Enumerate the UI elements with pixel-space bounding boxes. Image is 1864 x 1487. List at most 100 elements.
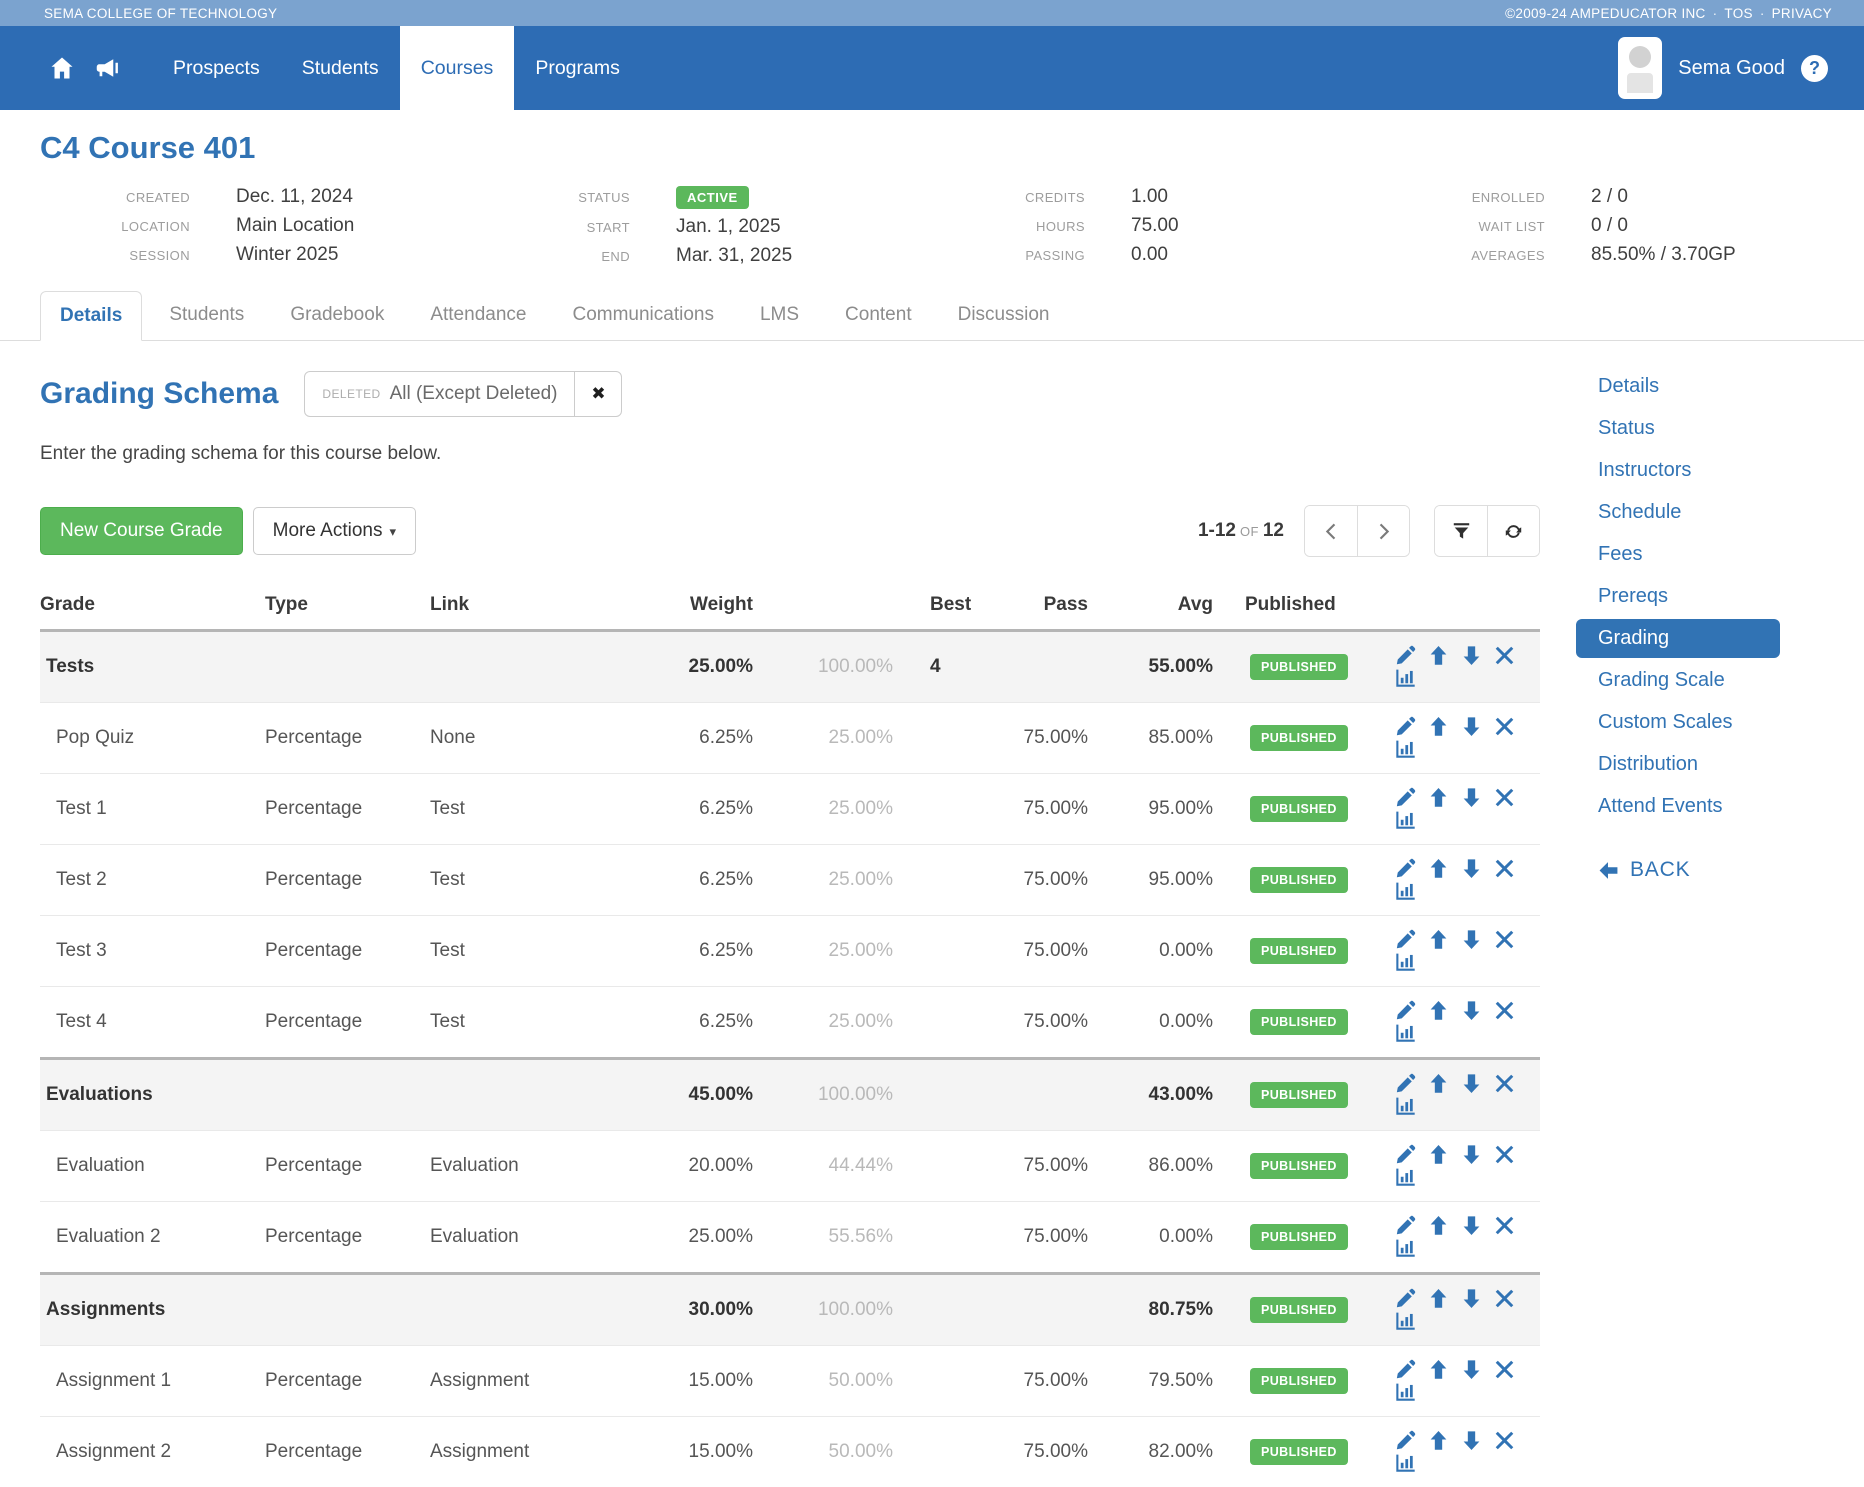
sidebar-item-prereqs[interactable]: Prereqs — [1576, 577, 1844, 616]
delete-icon[interactable] — [1494, 1144, 1515, 1165]
sidebar-item-grading-scale[interactable]: Grading Scale — [1576, 661, 1844, 700]
edit-icon[interactable] — [1395, 858, 1416, 879]
new-course-grade-button[interactable]: New Course Grade — [40, 507, 243, 555]
edit-icon[interactable] — [1395, 1073, 1416, 1094]
move-up-icon[interactable] — [1428, 1215, 1449, 1236]
move-up-icon[interactable] — [1428, 1430, 1449, 1451]
move-down-icon[interactable] — [1461, 1430, 1482, 1451]
move-up-icon[interactable] — [1428, 716, 1449, 737]
user-name[interactable]: Sema Good — [1678, 57, 1785, 80]
tab-details[interactable]: Details — [40, 291, 142, 341]
nav-item-prospects[interactable]: Prospects — [152, 26, 281, 110]
move-down-icon[interactable] — [1461, 787, 1482, 808]
delete-icon[interactable] — [1494, 1073, 1515, 1094]
stats-icon[interactable] — [1395, 1237, 1416, 1258]
topbar-link-privacy[interactable]: PRIVACY — [1772, 6, 1832, 21]
announcements-icon[interactable] — [96, 26, 120, 110]
edit-icon[interactable] — [1395, 1288, 1416, 1309]
nav-item-courses[interactable]: Courses — [400, 26, 515, 110]
published-badge[interactable]: PUBLISHED — [1250, 938, 1348, 964]
delete-icon[interactable] — [1494, 858, 1515, 879]
published-badge[interactable]: PUBLISHED — [1250, 1439, 1348, 1465]
stats-icon[interactable] — [1395, 880, 1416, 901]
sidebar-item-custom-scales[interactable]: Custom Scales — [1576, 703, 1844, 742]
published-badge[interactable]: PUBLISHED — [1250, 867, 1348, 893]
stats-icon[interactable] — [1395, 1381, 1416, 1402]
move-down-icon[interactable] — [1461, 858, 1482, 879]
sidebar-item-status[interactable]: Status — [1576, 409, 1844, 448]
move-up-icon[interactable] — [1428, 645, 1449, 666]
sidebar-item-schedule[interactable]: Schedule — [1576, 493, 1844, 532]
tab-students[interactable]: Students — [150, 291, 263, 341]
delete-icon[interactable] — [1494, 1000, 1515, 1021]
tab-attendance[interactable]: Attendance — [411, 291, 545, 341]
delete-icon[interactable] — [1494, 1359, 1515, 1380]
published-badge[interactable]: PUBLISHED — [1250, 796, 1348, 822]
delete-icon[interactable] — [1494, 787, 1515, 808]
published-badge[interactable]: PUBLISHED — [1250, 1297, 1348, 1323]
sidebar-item-details[interactable]: Details — [1576, 367, 1844, 406]
edit-icon[interactable] — [1395, 1359, 1416, 1380]
next-page-button[interactable] — [1357, 506, 1409, 556]
move-down-icon[interactable] — [1461, 929, 1482, 950]
sidebar-item-fees[interactable]: Fees — [1576, 535, 1844, 574]
delete-icon[interactable] — [1494, 1288, 1515, 1309]
published-badge[interactable]: PUBLISHED — [1250, 725, 1348, 751]
published-badge[interactable]: PUBLISHED — [1250, 1368, 1348, 1394]
stats-icon[interactable] — [1395, 1166, 1416, 1187]
move-up-icon[interactable] — [1428, 1073, 1449, 1094]
stats-icon[interactable] — [1395, 1452, 1416, 1473]
clear-filter-icon[interactable]: ✖ — [574, 372, 621, 416]
help-icon[interactable]: ? — [1801, 55, 1828, 82]
move-down-icon[interactable] — [1461, 1000, 1482, 1021]
nav-item-students[interactable]: Students — [281, 26, 400, 110]
move-down-icon[interactable] — [1461, 1144, 1482, 1165]
refresh-button[interactable] — [1487, 506, 1539, 556]
move-up-icon[interactable] — [1428, 929, 1449, 950]
deleted-filter-value[interactable]: DELETED All (Except Deleted) — [305, 372, 574, 416]
stats-icon[interactable] — [1395, 951, 1416, 972]
stats-icon[interactable] — [1395, 667, 1416, 688]
stats-icon[interactable] — [1395, 1022, 1416, 1043]
edit-icon[interactable] — [1395, 1144, 1416, 1165]
edit-icon[interactable] — [1395, 1430, 1416, 1451]
delete-icon[interactable] — [1494, 716, 1515, 737]
more-actions-button[interactable]: More Actions▾ — [253, 507, 416, 555]
sidebar-item-instructors[interactable]: Instructors — [1576, 451, 1844, 490]
tab-discussion[interactable]: Discussion — [939, 291, 1069, 341]
edit-icon[interactable] — [1395, 716, 1416, 737]
topbar-link-tos[interactable]: TOS — [1724, 6, 1752, 21]
move-down-icon[interactable] — [1461, 1215, 1482, 1236]
move-up-icon[interactable] — [1428, 1144, 1449, 1165]
published-badge[interactable]: PUBLISHED — [1250, 1009, 1348, 1035]
published-badge[interactable]: PUBLISHED — [1250, 1224, 1348, 1250]
tab-gradebook[interactable]: Gradebook — [271, 291, 403, 341]
edit-icon[interactable] — [1395, 1215, 1416, 1236]
delete-icon[interactable] — [1494, 929, 1515, 950]
move-down-icon[interactable] — [1461, 645, 1482, 666]
sidebar-item-grading[interactable]: Grading — [1576, 619, 1780, 658]
move-up-icon[interactable] — [1428, 858, 1449, 879]
published-badge[interactable]: PUBLISHED — [1250, 654, 1348, 680]
move-up-icon[interactable] — [1428, 787, 1449, 808]
delete-icon[interactable] — [1494, 1430, 1515, 1451]
stats-icon[interactable] — [1395, 1095, 1416, 1116]
move-down-icon[interactable] — [1461, 1073, 1482, 1094]
stats-icon[interactable] — [1395, 809, 1416, 830]
sidebar-item-attend-events[interactable]: Attend Events — [1576, 787, 1844, 826]
delete-icon[interactable] — [1494, 1215, 1515, 1236]
move-down-icon[interactable] — [1461, 1359, 1482, 1380]
move-down-icon[interactable] — [1461, 1288, 1482, 1309]
edit-icon[interactable] — [1395, 645, 1416, 666]
nav-item-programs[interactable]: Programs — [514, 26, 641, 110]
stats-icon[interactable] — [1395, 738, 1416, 759]
tab-content[interactable]: Content — [826, 291, 931, 341]
move-up-icon[interactable] — [1428, 1359, 1449, 1380]
sidebar-item-distribution[interactable]: Distribution — [1576, 745, 1844, 784]
edit-icon[interactable] — [1395, 1000, 1416, 1021]
tab-lms[interactable]: LMS — [741, 291, 818, 341]
published-badge[interactable]: PUBLISHED — [1250, 1153, 1348, 1179]
back-link[interactable]: BACK — [1576, 858, 1844, 882]
filter-button[interactable] — [1435, 506, 1487, 556]
prev-page-button[interactable] — [1305, 506, 1357, 556]
